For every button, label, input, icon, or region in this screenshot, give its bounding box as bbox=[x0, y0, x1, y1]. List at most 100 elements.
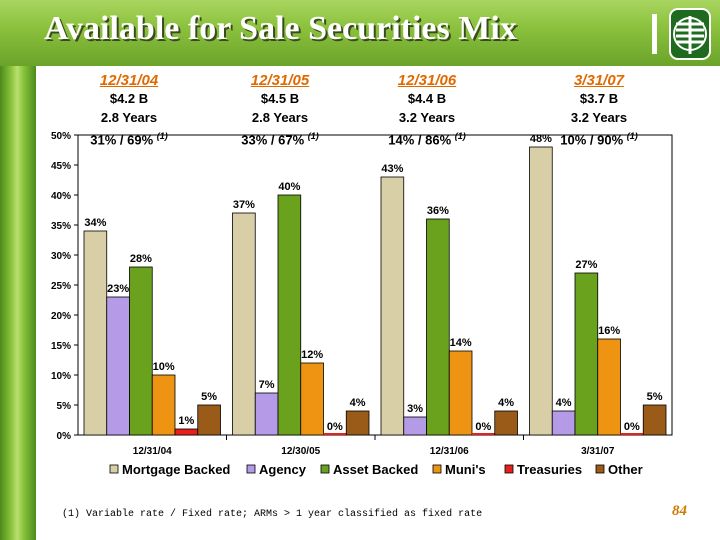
data-label: 4% bbox=[556, 397, 572, 409]
summary-amount: $4.2 B bbox=[109, 91, 149, 106]
bar bbox=[106, 296, 130, 436]
summary-duration: 2.8 Years bbox=[100, 110, 158, 125]
legend-swatch bbox=[246, 464, 256, 474]
bar bbox=[254, 392, 279, 436]
bar bbox=[642, 404, 667, 436]
summary-footnote-ref: (1) bbox=[626, 131, 638, 141]
data-label: 0% bbox=[327, 421, 343, 433]
data-label: 7% bbox=[259, 379, 275, 391]
bar bbox=[426, 218, 450, 436]
data-label: 28% bbox=[130, 253, 152, 265]
bar bbox=[300, 362, 324, 436]
y-tick-label: 45% bbox=[51, 161, 71, 172]
y-tick-label: 50% bbox=[51, 131, 71, 142]
summary-date: 3/31/07 bbox=[573, 72, 625, 89]
summary-mix: 31% / 69% bbox=[90, 132, 154, 148]
summary-3-31-07: 3/31/07 $3.7 B 3.2 Years 10% / 90% (1) bbox=[534, 72, 664, 149]
left-accent-bar bbox=[0, 0, 36, 540]
y-tick-label: 0% bbox=[57, 431, 72, 442]
legend-swatch bbox=[504, 464, 514, 474]
legend-swatch bbox=[320, 464, 330, 474]
data-label: 48% bbox=[530, 133, 552, 145]
data-label: 27% bbox=[575, 259, 597, 271]
summary-amount: $4.4 B bbox=[407, 91, 447, 106]
bar bbox=[83, 230, 108, 436]
summary-footnote-ref: (1) bbox=[156, 131, 168, 141]
data-label: 0% bbox=[475, 421, 491, 433]
y-tick-label: 40% bbox=[51, 191, 71, 202]
summary-duration: 3.2 Years bbox=[570, 110, 628, 125]
bar bbox=[129, 266, 153, 436]
data-label: 3% bbox=[407, 403, 423, 415]
bar bbox=[403, 416, 427, 436]
bar bbox=[151, 374, 176, 436]
data-label: 36% bbox=[427, 205, 449, 217]
y-tick-label: 35% bbox=[51, 221, 71, 232]
y-tick-label: 20% bbox=[51, 311, 71, 322]
data-label: 43% bbox=[381, 163, 403, 175]
legend: Mortgage Backed Agency Asset Backed Muni's T… bbox=[109, 462, 643, 477]
bank-logo-icon bbox=[652, 8, 711, 60]
bar bbox=[380, 176, 405, 436]
summary-12-31-06: 12/31/06 $4.4 B 3.2 Years 14% / 86% (1) bbox=[362, 72, 492, 149]
y-tick-label: 30% bbox=[51, 251, 71, 262]
summary-date: 12/31/05 bbox=[250, 72, 310, 89]
y-tick-label: 15% bbox=[51, 341, 71, 352]
x-tick-label: 12/30/05 bbox=[281, 446, 320, 457]
data-label: 1% bbox=[178, 415, 194, 427]
summary-12-31-05: 12/31/05 $4.5 B 2.8 Years 33% / 67% (1) bbox=[215, 72, 345, 149]
summary-12-31-04: 12/31/04 $4.2 B 2.8 Years 31% / 69% (1) bbox=[64, 72, 194, 149]
summary-amount: $4.5 B bbox=[260, 91, 300, 106]
legend-label: Other bbox=[608, 462, 643, 477]
legend-swatch bbox=[432, 464, 442, 474]
data-label: 12% bbox=[301, 349, 323, 361]
y-tick-label: 25% bbox=[51, 281, 71, 292]
legend-swatch bbox=[109, 464, 119, 474]
summary-date: 12/31/04 bbox=[99, 72, 159, 89]
x-tick-label: 12/31/06 bbox=[430, 446, 469, 457]
summary-mix: 33% / 67% bbox=[241, 132, 305, 148]
bar bbox=[529, 146, 553, 436]
legend-label: Treasuries bbox=[517, 462, 582, 477]
bar bbox=[574, 272, 599, 436]
data-label: 4% bbox=[498, 397, 514, 409]
data-label: 5% bbox=[647, 391, 663, 403]
bar bbox=[197, 404, 221, 436]
bar bbox=[345, 410, 370, 436]
data-label: 23% bbox=[107, 283, 129, 295]
summary-mix: 14% / 86% bbox=[388, 132, 452, 148]
bar bbox=[494, 410, 518, 436]
legend-label: Mortgage Backed bbox=[122, 462, 230, 477]
data-label: 16% bbox=[598, 325, 620, 337]
data-label: 34% bbox=[84, 217, 106, 229]
summary-duration: 2.8 Years bbox=[251, 110, 309, 125]
footnote: (1) Variable rate / Fixed rate; ARMs > 1… bbox=[62, 509, 483, 520]
bar bbox=[448, 350, 473, 436]
bar bbox=[277, 194, 302, 436]
summary-date: 12/31/06 bbox=[397, 72, 457, 89]
x-tick-label: 12/31/04 bbox=[133, 446, 172, 457]
data-label: 4% bbox=[350, 397, 366, 409]
data-label: 0% bbox=[624, 421, 640, 433]
bar bbox=[232, 212, 256, 436]
summary-amount: $3.7 B bbox=[579, 91, 619, 106]
y-tick-label: 5% bbox=[57, 401, 72, 412]
x-tick-label: 3/31/07 bbox=[581, 446, 615, 457]
legend-label: Agency bbox=[259, 462, 307, 477]
bar bbox=[174, 428, 199, 436]
legend-label: Muni's bbox=[445, 462, 486, 477]
data-label: 5% bbox=[201, 391, 217, 403]
summary-mix: 10% / 90% bbox=[560, 132, 624, 148]
summary-footnote-ref: (1) bbox=[454, 131, 466, 141]
header-band bbox=[0, 0, 720, 66]
data-label: 14% bbox=[450, 337, 472, 349]
bar bbox=[551, 410, 576, 436]
bar bbox=[597, 338, 621, 436]
legend-swatch bbox=[595, 464, 605, 474]
data-label: 10% bbox=[153, 361, 175, 373]
summary-footnote-ref: (1) bbox=[307, 131, 319, 141]
page-title: Available for Sale Securities Mix bbox=[44, 10, 517, 47]
y-tick-label: 10% bbox=[51, 371, 71, 382]
data-label: 40% bbox=[278, 181, 300, 193]
summary-duration: 3.2 Years bbox=[398, 110, 456, 125]
